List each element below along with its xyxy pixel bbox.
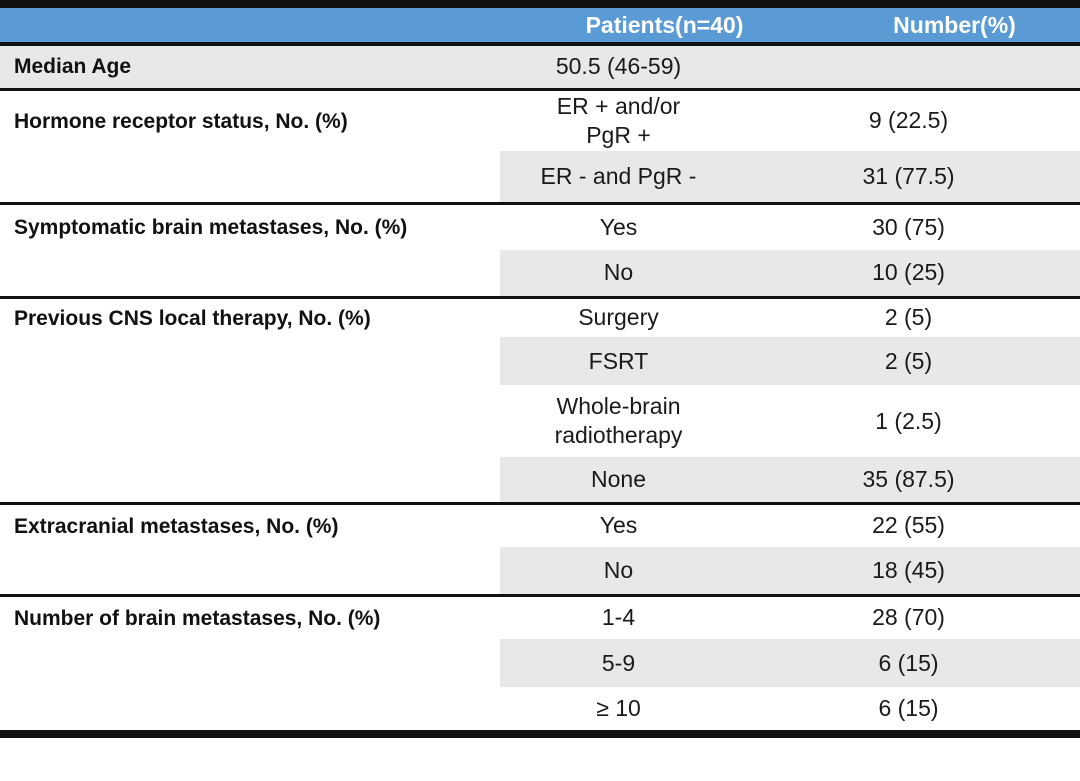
value-cell: FSRT: [588, 347, 649, 374]
value-cell: Yes: [599, 213, 638, 240]
value-cell: Surgery: [578, 304, 659, 331]
number-cell: 30 (75): [872, 213, 945, 240]
number-cell: [737, 44, 1080, 89]
column-header-number: Number(%): [737, 4, 1080, 44]
header-row: Patients(n=40) Number(%): [0, 4, 1080, 44]
number-cell: 31 (77.5): [862, 162, 955, 189]
number-cell: 6 (15): [878, 695, 939, 721]
number-cell: 18 (45): [872, 556, 945, 583]
section-label-number-of-brain-metastases: Number of brain metastases, No. (%): [0, 595, 500, 734]
table-row: Number of brain metastases, No. (%) 1-4 …: [0, 595, 1080, 734]
number-cell: 28 (70): [872, 604, 945, 631]
value-cell: None: [591, 465, 646, 492]
number-cell: 2 (5): [884, 347, 933, 374]
table-row: Whole-brain radiotherapy 1 (2.5): [0, 385, 1080, 457]
section-label-previous-cns-local-therapy: Previous CNS local therapy, No. (%): [0, 297, 500, 503]
value-cell: 5-9: [601, 649, 636, 676]
value-cell: ER + and/or PgR +: [556, 92, 681, 148]
table-row: Symptomatic brain metastases, No. (%) Ye…: [0, 203, 1080, 297]
table-row: ≥ 10 6 (15): [0, 687, 1080, 734]
section-label-hormone-receptor-status: Hormone receptor status, No. (%): [0, 89, 500, 203]
section-label-extracranial-metastases: Extracranial metastases, No. (%): [0, 503, 500, 595]
value-cell: ER - and PgR -: [540, 162, 697, 189]
number-cell: 22 (55): [872, 512, 945, 539]
column-header-patients-label: Patients(n=40): [585, 11, 744, 38]
value-cell: Yes: [599, 512, 638, 539]
section-label-median-age: Median Age: [14, 54, 132, 78]
table-row-median-age: Median Age 50.5 (46-59): [0, 44, 1080, 89]
section-label-symptomatic-brain-metastases: Symptomatic brain metastases, No. (%): [0, 203, 500, 297]
value-cell: No: [603, 259, 634, 286]
number-cell: 1 (2.5): [875, 407, 942, 434]
header-empty-cell: [0, 4, 500, 44]
patient-characteristics-table: Patients(n=40) Number(%) Median Age 50.5…: [0, 0, 1080, 738]
number-cell: 35 (87.5): [862, 465, 955, 492]
value-cell: No: [603, 556, 634, 583]
value-cell: 50.5 (46-59): [555, 53, 682, 80]
number-cell: 2 (5): [884, 304, 933, 331]
value-cell: Whole-brain radiotherapy: [554, 393, 683, 448]
column-header-patients: Patients(n=40): [500, 4, 744, 44]
value-cell: 1-4: [601, 604, 636, 631]
table-row: Extracranial metastases, No. (%) Yes 22 …: [0, 503, 1080, 595]
number-cell: 10 (25): [872, 259, 945, 286]
number-cell: 6 (15): [878, 649, 939, 676]
patient-characteristics-table-wrap: Patients(n=40) Number(%) Median Age 50.5…: [0, 0, 1080, 738]
value-cell: ≥ 10: [596, 695, 641, 721]
column-header-number-label: Number(%): [893, 11, 1016, 38]
number-cell: 9 (22.5): [868, 107, 949, 134]
table-row: Hormone receptor status, No. (%) ER + an…: [0, 89, 1080, 203]
table-row: Previous CNS local therapy, No. (%) Surg…: [0, 297, 1080, 503]
